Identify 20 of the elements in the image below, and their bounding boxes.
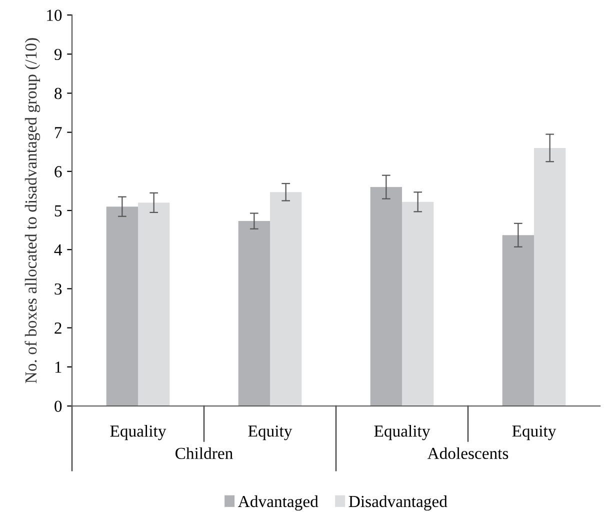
y-tick-label: 9 <box>54 48 62 60</box>
x-tick-label: Equality <box>110 425 166 440</box>
y-axis-title: No. of boxes allocated to disadvantaged group (/10) <box>24 38 40 384</box>
y-tick-label: 8 <box>54 88 62 100</box>
x-tick-label: Equity <box>248 426 292 440</box>
y-tick-label: 6 <box>54 166 62 178</box>
y-tick-label: 3 <box>54 283 62 295</box>
x-tick-label: Equity <box>512 426 556 440</box>
y-tick-label: 4 <box>54 244 62 256</box>
y-tick-label: 10 <box>47 10 62 21</box>
y-tick-label: 2 <box>54 322 62 334</box>
text: Adolescents <box>427 447 508 460</box>
x-tick-label: Equality <box>374 425 430 440</box>
legend-label: Disadvantaged <box>348 495 448 511</box>
legend-label: Advantaged <box>238 495 318 511</box>
y-tick-label: 5 <box>54 205 62 216</box>
text: Children <box>176 447 233 460</box>
y-tick-label: 7 <box>55 127 62 138</box>
y-tick-label: 0 <box>54 400 62 412</box>
y-tick-label: 1 <box>55 362 62 373</box>
